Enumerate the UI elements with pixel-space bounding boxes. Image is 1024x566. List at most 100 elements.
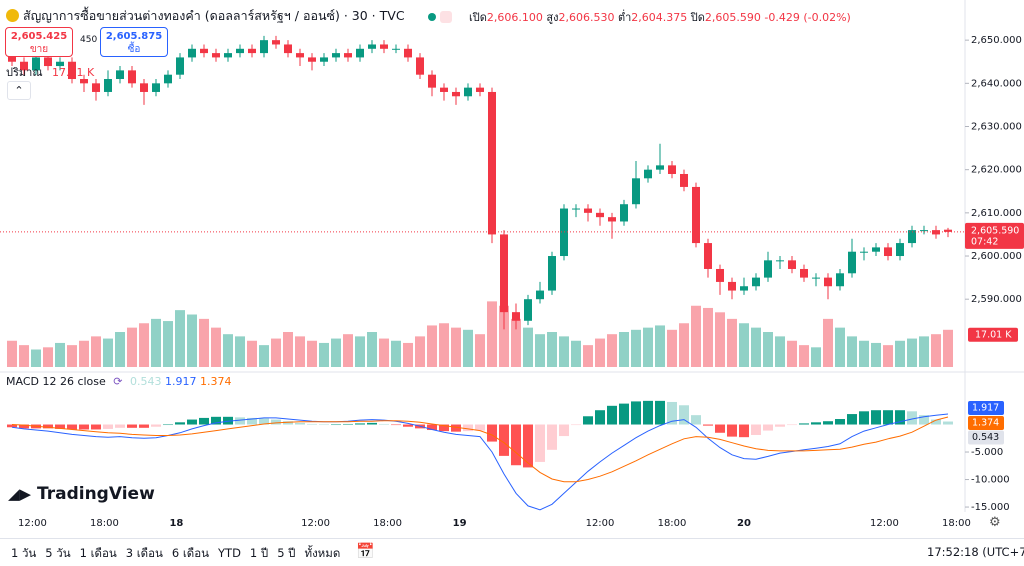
collapse-button[interactable]: ⌃ [7,81,31,100]
range-button[interactable]: 5 ปี [277,546,296,560]
volume-bar [271,338,281,367]
histogram-bar [607,405,617,425]
symbol-bar[interactable]: สัญญาการซื้อขายส่วนต่างทองคำ (ดอลลาร์สหร… [6,6,405,26]
candle-body [308,57,316,62]
volume-bar [115,332,125,367]
candle-body [92,83,100,92]
histogram-bar [823,421,833,425]
candle-body [8,53,16,62]
candle-body [872,247,880,252]
candle-body [368,44,376,49]
macd-legend: MACD 12 26 close ⟳ 0.543 1.917 1.374 [6,375,232,388]
range-button[interactable]: 3 เดือน [125,546,163,560]
histogram-bar [571,424,581,426]
candle-body [656,165,664,170]
spread: 450 [80,35,98,45]
candle-body [356,48,364,58]
histogram-bar [55,424,65,429]
volume-bar [595,338,605,367]
candle-body [572,208,580,210]
candle-body [608,217,616,222]
range-button[interactable]: 1 เดือน [79,546,117,560]
buy-price: 2,605.875 [105,31,163,42]
candle-body [296,53,304,58]
candle-body [380,44,388,49]
date-range-icon[interactable]: 📅 [356,542,375,560]
histogram-bar [187,419,197,425]
range-button[interactable]: ทั้งหมด [304,546,341,560]
candle-body [692,186,700,244]
histogram-bar [751,424,761,435]
volume-bar [175,310,185,367]
candle-body [800,268,808,278]
candle-body [584,208,592,213]
sell-price: 2,605.425 [10,31,68,42]
candle-body [728,281,736,291]
candle-body [284,44,292,54]
sell-button[interactable]: 2,605.425 ขาย [5,27,73,57]
volume-legend: ปริมาณ 17.01 K [6,63,94,81]
candle-body [752,277,760,287]
range-button[interactable]: 5 วัน [45,546,71,560]
volume-bar [367,332,377,367]
volume-bar [403,342,413,367]
histogram-bar [295,422,305,425]
volume-bar [127,327,137,367]
open-label: เปิด [469,11,487,24]
candle-body [548,256,556,291]
range-button[interactable]: YTD [218,546,241,560]
histogram-bar [307,423,317,425]
buy-label: ซื้อ [127,44,141,55]
toolbar-divider [0,538,1024,539]
candle-body [764,260,772,278]
histogram-bar [631,401,641,425]
volume-bar [223,334,233,367]
histogram-bar [739,424,749,438]
close-label: ปิด [690,11,705,24]
candle-body [812,277,820,279]
candle-body [716,268,724,282]
settings-icon[interactable]: ⚙ [989,515,1001,530]
macd-title: MACD 12 26 close [6,375,106,388]
volume-bar [823,318,833,367]
macd-settings-icon[interactable]: ⟳ [113,375,123,388]
low-label: ต่ำ [617,11,632,24]
y-tick-label: -15.000 [971,502,1010,513]
volume-bar [799,345,809,367]
volume-bar [67,345,77,367]
buy-button[interactable]: 2,605.875 ซื้อ [100,27,168,57]
volume-value-label: 17.01 K [975,329,1012,340]
volume-bar [355,336,365,367]
histogram-bar [523,424,533,468]
volume-bar [811,347,821,367]
volume-bar [691,305,701,367]
open-value: 2,606.100 [486,11,543,24]
candle-body [488,91,496,235]
volume-bar [247,340,257,367]
candle-body [104,79,112,92]
volume-bar [607,334,617,367]
volume-bar [535,334,545,367]
sell-label: ขาย [29,44,49,55]
volume-bar [439,323,449,367]
histogram-bar [19,424,29,429]
volume-bar [619,332,629,367]
range-button[interactable]: 1 วัน [11,546,37,560]
candle-body [464,87,472,97]
histogram-bar [583,416,593,425]
range-button[interactable]: 6 เดือน [171,546,210,560]
ohlc-legend: เปิด2,606.100 สูง2,606.530 ต่ำ2,604.375 … [428,8,851,26]
histogram-bar [211,416,221,425]
histogram-bar [403,424,413,427]
range-button[interactable]: 1 ปี [249,546,269,560]
macd-value: 1.917 [165,375,197,388]
macd-value-box [968,400,1004,415]
volume-bar [715,312,725,367]
y-tick-label: 2,620.000 [971,165,1022,176]
histogram-bar [907,411,917,425]
candle-body [596,212,604,218]
x-tick-label: 12:00 [870,518,899,529]
candle-body [32,57,40,71]
candle-body [68,61,76,80]
volume-bar [523,327,533,367]
